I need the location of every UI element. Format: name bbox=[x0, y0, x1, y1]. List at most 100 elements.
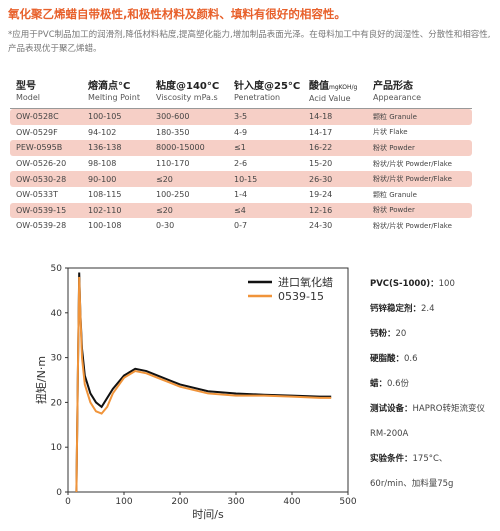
table-cell: 16-22 bbox=[309, 143, 333, 153]
table-cell: 片状 Flake bbox=[373, 128, 408, 137]
table-cell: OW-0526-20 bbox=[16, 159, 67, 169]
table-cell: 颗粒 Granule bbox=[373, 190, 417, 199]
note-value: 100 bbox=[438, 279, 455, 289]
description: *应用于PVC制品加工的润滑剂,降低材料粘度,提高塑化能力,增加制品表面光泽。在… bbox=[8, 30, 491, 54]
table-row: PEW-0595B 136-138 8000-15000 ≤1 16-22 粉状 Powd… bbox=[10, 140, 472, 156]
table-cell: 12-16 bbox=[309, 205, 333, 215]
table-cell: ≤20 bbox=[156, 205, 173, 215]
table-row: OW-0528C 100-105 300-600 3-5 14-18 颗粒 Granule bbox=[10, 109, 472, 125]
table-cell: 300-600 bbox=[156, 112, 190, 122]
header-cell: 型号 Model bbox=[10, 80, 88, 108]
header-row: 型号 Model 熔滴点°C Melting Point 粘度@140°C Viscosi… bbox=[10, 80, 472, 109]
note: 实验条件：175°C、60r/min、加料量75g bbox=[370, 447, 488, 497]
y-tick-label: 20 bbox=[51, 398, 63, 408]
table-cell: 100-108 bbox=[88, 221, 122, 231]
x-tick-label: 0 bbox=[65, 497, 71, 507]
table-cell: 3-5 bbox=[234, 112, 248, 122]
x-tick-label: 100 bbox=[115, 497, 132, 507]
table-cell: 90-100 bbox=[88, 174, 117, 184]
table-row: OW-0533T 108-115 100-250 1-4 19-24 颗粒 Granule bbox=[10, 187, 472, 203]
table-cell: 0-30 bbox=[156, 221, 175, 231]
note-value: HAPRO转矩流变仪RM-200A bbox=[370, 404, 485, 439]
line-series bbox=[75, 272, 332, 493]
line-series bbox=[75, 276, 332, 493]
table-cell: 94-102 bbox=[88, 127, 117, 137]
header-cn: 针入度@25°C bbox=[234, 81, 301, 92]
header-cell: 产品形态 Appearance bbox=[373, 80, 472, 108]
header-en: Penetration bbox=[234, 93, 281, 102]
header-en: Viscosity mPa.s bbox=[156, 93, 218, 102]
header-en: Acid Value bbox=[309, 94, 351, 103]
x-tick-label: 400 bbox=[283, 497, 300, 507]
note-value: 0.6份 bbox=[387, 379, 410, 389]
note-value: 20 bbox=[395, 329, 407, 339]
table-cell: 98-108 bbox=[88, 159, 117, 169]
note-label: 钙粉： bbox=[370, 329, 396, 339]
legend-label: 进口氧化蜡 bbox=[278, 275, 333, 289]
table-cell: 100-105 bbox=[88, 112, 122, 122]
note-value: 175°C、60r/min、加料量75g bbox=[370, 454, 454, 489]
header-cell: 熔滴点°C Melting Point bbox=[88, 80, 156, 108]
note: 钙粉：20 bbox=[370, 322, 488, 347]
table-cell: 108-115 bbox=[88, 190, 122, 200]
table-cell: 粉状/片状 Powder/Flake bbox=[373, 159, 452, 168]
table-row: OW-0529F 94-102 180-350 4-9 14-17 片状 Flake bbox=[10, 125, 472, 141]
table-row: OW-0526-20 98-108 110-170 2-6 15-20 粉状/片状 Pow… bbox=[10, 156, 472, 172]
note: PVC(S-1000)：100 bbox=[370, 272, 488, 297]
header-cn: 产品形态 bbox=[373, 81, 413, 92]
title: 氧化聚乙烯蜡自带极性,和极性材料及颜料、填料有很好的相容性。 bbox=[8, 7, 346, 21]
table-cell: 粉状/片状 Powder/Flake bbox=[373, 175, 452, 184]
header-cell: 酸值mgKOH/g Acid Value bbox=[309, 80, 373, 108]
header-cn: 熔滴点°C bbox=[88, 81, 131, 92]
table-cell: ≤1 bbox=[234, 143, 246, 153]
table-cell: 100-250 bbox=[156, 190, 190, 200]
note-label: PVC(S-1000)： bbox=[370, 279, 439, 289]
table-cell: 136-138 bbox=[88, 143, 122, 153]
table-cell: 102-110 bbox=[88, 205, 122, 215]
table-cell: OW-0539-28 bbox=[16, 221, 67, 231]
table-cell: 19-24 bbox=[309, 190, 333, 200]
table-cell: 10-15 bbox=[234, 174, 258, 184]
table-cell: PEW-0595B bbox=[16, 143, 63, 153]
y-tick-label: 50 bbox=[51, 264, 63, 274]
table-cell: OW-0529F bbox=[16, 127, 58, 137]
note-label: 蜡： bbox=[370, 379, 388, 389]
table-cell: 颗粒 Granule bbox=[373, 112, 417, 121]
table-row: OW-0539-15 102-110 ≤20 ≤4 12-16 粉状 Powder bbox=[10, 202, 472, 219]
x-tick-label: 300 bbox=[227, 497, 244, 507]
header-en: Appearance bbox=[373, 93, 422, 102]
x-axis-label: 时间/s bbox=[192, 508, 224, 521]
table-cell: ≤4 bbox=[234, 205, 246, 215]
x-tick-label: 200 bbox=[171, 497, 188, 507]
header-cn: 酸值mgKOH/g bbox=[309, 81, 358, 92]
table-cell: OW-0533T bbox=[16, 190, 59, 200]
table-cell: 0-7 bbox=[234, 221, 248, 231]
table: 型号 Model 熔滴点°C Melting Point 粘度@140°C Viscosi… bbox=[10, 80, 472, 234]
x-tick-label: 500 bbox=[339, 497, 356, 507]
note-label: 测试设备： bbox=[370, 404, 413, 414]
table-cell: ≤20 bbox=[156, 174, 173, 184]
table-row: OW-0539-28 100-108 0-30 0-7 24-30 粉状/片状 Powde… bbox=[10, 218, 472, 234]
table-cell: 110-170 bbox=[156, 159, 190, 169]
y-tick-label: 10 bbox=[51, 443, 63, 453]
table-cell: 8000-15000 bbox=[156, 143, 205, 153]
y-axis-label: 扭矩/N·m bbox=[34, 356, 48, 404]
note-label: 实验条件： bbox=[370, 454, 413, 464]
plot-frame bbox=[67, 267, 349, 493]
note-label: 硬脂酸： bbox=[370, 354, 405, 364]
notes: PVC(S-1000)：100 钙锌稳定剂：2.4 钙粉：20 硬脂酸：0.6 蜡：0.… bbox=[370, 272, 488, 497]
header-en: Melting Point bbox=[88, 93, 140, 102]
table-cell: OW-0530-28 bbox=[16, 174, 67, 184]
header-cell: 针入度@25°C Penetration bbox=[234, 80, 309, 108]
table-cell: 14-18 bbox=[309, 112, 333, 122]
table-cell: 4-9 bbox=[234, 127, 248, 137]
table-cell: 24-30 bbox=[309, 221, 333, 231]
y-tick-label: 0 bbox=[56, 488, 62, 498]
legend-label: 0539-15 bbox=[278, 290, 324, 303]
header-cn: 粘度@140°C bbox=[156, 81, 220, 92]
table-cell: OW-0528C bbox=[16, 112, 59, 122]
note-value: 2.4 bbox=[421, 304, 435, 314]
header-en: Model bbox=[16, 93, 41, 102]
